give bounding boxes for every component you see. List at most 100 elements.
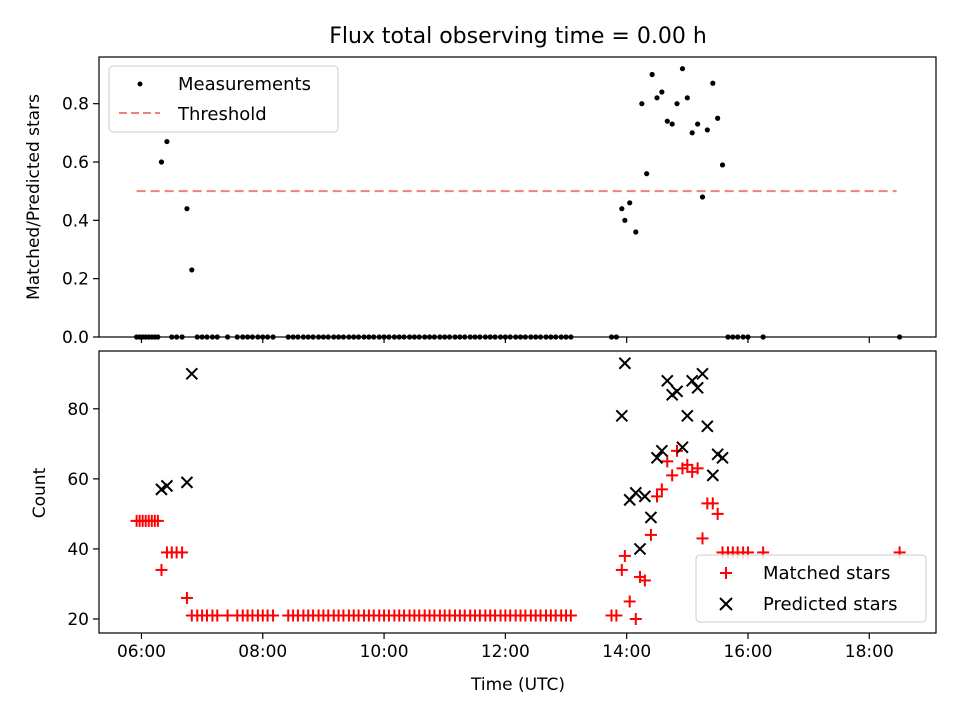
y-tick-label: 0.6 <box>62 153 89 173</box>
legend-predicted-stars-marker <box>719 597 733 611</box>
predicted-star-point <box>706 469 720 482</box>
measurement-point <box>158 159 165 165</box>
predicted-star-point <box>716 451 729 465</box>
measurement-point <box>689 130 695 136</box>
predicted-star-point <box>701 420 714 433</box>
predicted-star-point <box>661 374 674 387</box>
legend-measurements-label: Measurements <box>178 74 311 95</box>
matched-star-point <box>691 462 704 475</box>
predicted-star-point <box>185 367 199 380</box>
measurement-point <box>622 217 628 223</box>
predicted-star-point <box>618 357 632 370</box>
top-panel: Flux total observing time = 0.00 h Match… <box>24 24 937 348</box>
measurement-point <box>664 118 670 124</box>
predicted-star-point <box>691 381 704 394</box>
bottom-y-axis-label: Count <box>30 467 50 518</box>
matched-star-point <box>610 609 623 622</box>
bottom-legend-box <box>695 554 927 623</box>
predicted-star-point <box>681 409 694 423</box>
predicted-star-point <box>638 490 652 503</box>
legend-measurements-marker <box>137 81 143 87</box>
matched-star-point <box>618 549 631 562</box>
matched-star-point <box>155 563 168 576</box>
matched-star-point <box>655 483 668 496</box>
y-tick-label: 0.4 <box>62 211 89 231</box>
matched-star-point <box>267 609 280 622</box>
x-axis-label: Time (UTC) <box>470 675 565 695</box>
matched-star-point <box>696 532 709 545</box>
legend-predicted-stars-label: Predicted stars <box>763 594 897 615</box>
predicted-star-point <box>696 367 709 380</box>
top-axes-frame <box>98 56 937 338</box>
bottom-y-ticks: 20 40 60 80 <box>67 400 99 630</box>
x-tick-label: 10:00 <box>360 642 409 662</box>
bottom-series <box>130 357 906 625</box>
measurement-point <box>719 162 726 168</box>
predicted-star-point <box>644 511 658 524</box>
measurement-point <box>669 121 675 127</box>
measurement-point <box>627 200 633 206</box>
predicted-star-point <box>155 483 168 496</box>
matched-star-point <box>180 591 193 604</box>
x-tick-label: 06:00 <box>117 642 166 662</box>
matched-star-point <box>629 612 642 625</box>
bottom-axes-frame <box>98 350 937 634</box>
predicted-star-point <box>633 542 647 556</box>
matched-star-point <box>638 574 651 587</box>
predicted-star-point <box>676 441 689 454</box>
y-tick-label: 40 <box>67 540 89 560</box>
measurement-point <box>699 194 706 200</box>
legend-matched-stars-label: Matched stars <box>763 563 890 584</box>
matched-star-point <box>666 469 679 482</box>
matched-star-point <box>211 609 224 622</box>
matched-star-point <box>564 609 577 622</box>
matched-star-point <box>706 497 719 510</box>
measurement-point <box>710 80 716 86</box>
y-tick-label: 0.0 <box>62 328 89 348</box>
measurement-point <box>164 138 170 145</box>
y-tick-label: 0.2 <box>62 270 89 290</box>
predicted-star-point <box>629 486 642 500</box>
measurement-point <box>659 89 665 95</box>
x-tick-label: 08:00 <box>238 642 287 662</box>
matched-star-point <box>615 563 628 576</box>
x-tick-label: 16:00 <box>723 642 772 662</box>
matched-star-point <box>176 546 189 559</box>
predicted-star-point <box>670 385 684 398</box>
measurement-point <box>644 171 650 177</box>
measurement-point <box>633 229 639 235</box>
top-legend-box <box>108 65 339 133</box>
bottom-panel: Count Time (UTC) 20 40 60 80 06:00 08:00 10:0… <box>30 350 937 695</box>
legend-matched-stars-marker <box>720 567 732 579</box>
matched-star-point <box>711 507 724 520</box>
predicted-star-point <box>160 479 174 493</box>
measurement-point <box>684 95 690 101</box>
chart-title: Flux total observing time = 0.00 h <box>329 24 707 49</box>
bottom-x-ticks: 06:00 08:00 10:00 12:00 14:00 16:00 18:00 <box>117 633 894 662</box>
measurement-point <box>654 95 660 101</box>
y-tick-label: 20 <box>67 610 89 630</box>
measurement-point <box>704 127 710 133</box>
predicted-star-point <box>615 409 629 423</box>
top-legend: Measurements Threshold <box>108 65 339 133</box>
legend-threshold-label: Threshold <box>177 104 267 125</box>
y-tick-label: 0.8 <box>62 95 89 115</box>
measurement-point <box>184 206 190 212</box>
matched-star-point <box>651 490 663 503</box>
predicted-star-point <box>650 451 664 465</box>
x-tick-label: 12:00 <box>481 642 530 662</box>
matched-star-point <box>623 595 636 608</box>
matched-star-point <box>151 514 164 527</box>
x-tick-label: 18:00 <box>845 642 894 662</box>
measurement-point <box>715 115 721 121</box>
matched-star-point <box>681 458 694 471</box>
top-y-axis-label: Matched/Predicted stars <box>24 94 44 300</box>
measurement-point <box>189 267 195 273</box>
measurement-point <box>649 71 655 78</box>
bottom-legend: Matched stars Predicted stars <box>695 554 927 623</box>
top-y-ticks: 0.0 0.2 0.4 0.6 0.8 <box>62 95 99 348</box>
matched-star-point <box>661 455 674 468</box>
measurement-point <box>619 206 625 212</box>
matched-star-point <box>671 444 684 457</box>
